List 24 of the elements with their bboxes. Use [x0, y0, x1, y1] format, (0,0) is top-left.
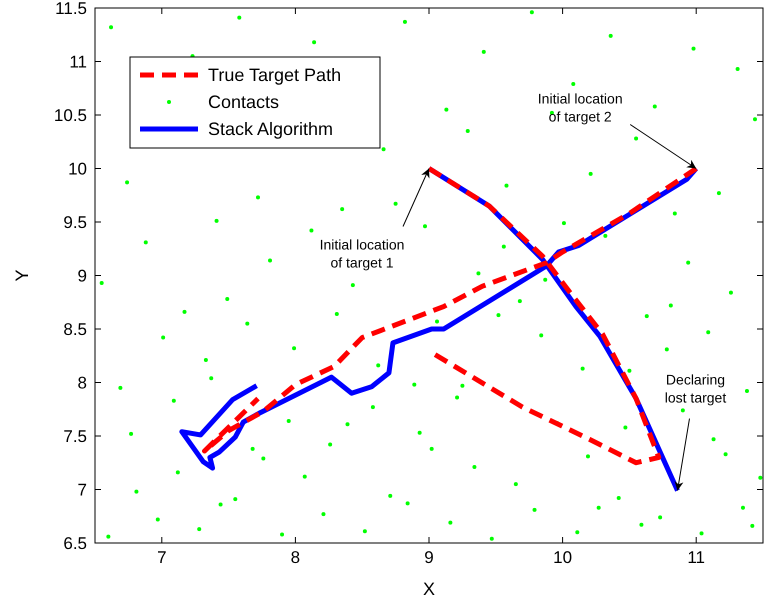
y-tick-label: 9 — [78, 266, 87, 286]
annotation: Initial location of target 2 — [538, 90, 623, 124]
x-tick-label: 7 — [157, 548, 167, 567]
y-tick-label: 11.5 — [55, 0, 87, 18]
x-tick-label: 8 — [290, 548, 300, 567]
annotation: Declaring lost target — [664, 372, 726, 406]
y-tick-label: 9.5 — [63, 213, 87, 232]
y-tick-label: 7.5 — [63, 427, 87, 446]
y-tick-label: 11 — [69, 52, 87, 72]
legend-label: Stack Algorithm — [208, 119, 334, 139]
x-tick-label: 11 — [687, 548, 706, 567]
y-tick-label: 8 — [78, 374, 87, 392]
x-axis-title: X — [422, 579, 436, 597]
y-tick-label: 8.5 — [63, 320, 87, 339]
legend-label: True Target Path — [208, 65, 342, 85]
y-tick-label: 7 — [78, 480, 87, 500]
y-axis-title: Y — [12, 269, 32, 282]
annotation: Initial location of target 1 — [320, 236, 404, 270]
legend-label: Contacts — [208, 92, 280, 112]
y-tick-label: 10 — [68, 160, 87, 178]
y-tick-label: 10.5 — [54, 106, 87, 125]
x-tick-label: 9 — [424, 548, 434, 567]
x-tick-label: 10 — [553, 548, 572, 567]
y-tick-label: 6.5 — [63, 534, 87, 553]
